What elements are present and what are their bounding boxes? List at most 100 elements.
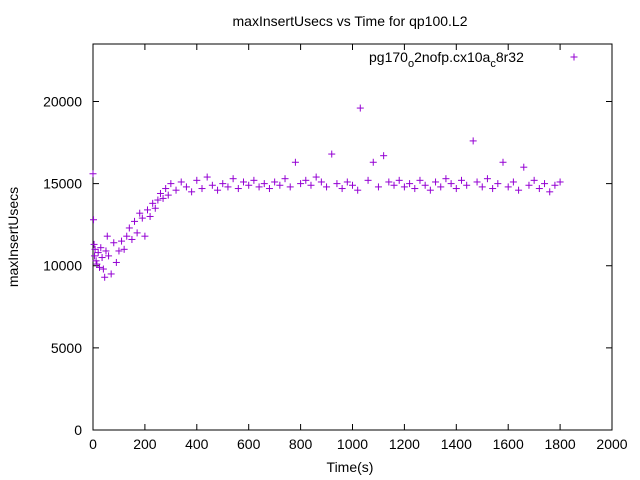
y-axis: 0 5000 10000 15000 20000 (43, 93, 612, 438)
data-point (530, 176, 538, 184)
data-point (426, 186, 434, 194)
x-axis-label: Time(s) (327, 459, 374, 475)
data-point (154, 196, 162, 204)
data-point (385, 178, 393, 186)
data-point (509, 178, 517, 186)
data-point (136, 209, 144, 217)
data-point (156, 189, 164, 197)
data-point (457, 176, 465, 184)
data-point (333, 180, 341, 188)
y-tick-label: 0 (74, 422, 82, 438)
legend-label-part: pg170 (369, 49, 408, 65)
data-point (276, 181, 284, 189)
data-point (307, 181, 315, 189)
data-point (90, 240, 98, 248)
data-point (118, 237, 126, 245)
data-point (551, 181, 559, 189)
data-point (94, 249, 102, 257)
data-point (317, 178, 325, 186)
data-point (421, 181, 429, 189)
data-point (328, 150, 336, 158)
x-tick-label: 1800 (545, 436, 576, 452)
data-point (442, 175, 450, 183)
data-point (234, 185, 242, 193)
y-tick-label: 10000 (43, 258, 82, 274)
x-tick-label: 200 (133, 436, 157, 452)
data-point (125, 224, 133, 232)
data-point (229, 175, 237, 183)
data-point (107, 270, 115, 278)
data-point (452, 185, 460, 193)
x-tick-label: 1200 (389, 436, 420, 452)
chart-title: maxInsertUsecs vs Time for qp100.L2 (233, 13, 468, 29)
data-point (535, 185, 543, 193)
data-point (219, 180, 227, 188)
data-point (297, 180, 305, 188)
data-point (167, 180, 175, 188)
data-point (91, 252, 99, 260)
data-point (406, 180, 414, 188)
data-point (546, 188, 554, 196)
legend-label-part: 8r32 (496, 49, 524, 65)
x-tick-label: 800 (289, 436, 313, 452)
data-point (250, 176, 258, 184)
data-point (416, 176, 424, 184)
data-point (411, 185, 419, 193)
data-point (203, 173, 211, 181)
data-point (89, 170, 97, 178)
x-tick-label: 1600 (493, 436, 524, 452)
data-point (478, 183, 486, 191)
y-tick-label: 5000 (51, 340, 82, 356)
data-point (120, 245, 128, 253)
data-point (208, 181, 216, 189)
data-point (131, 217, 139, 225)
data-point (128, 235, 136, 243)
data-point (99, 265, 107, 273)
data-point (483, 175, 491, 183)
data-point (138, 214, 146, 222)
legend-label-part: 2nofp.cx10a (414, 49, 490, 65)
data-point (193, 176, 201, 184)
data-point (146, 212, 154, 220)
data-point (151, 204, 159, 212)
data-point (101, 273, 109, 281)
data-point (97, 244, 105, 252)
data-point (265, 185, 273, 193)
data-point (489, 185, 497, 193)
data-point (349, 181, 356, 189)
data-point (432, 178, 440, 186)
x-tick-label: 2000 (596, 436, 627, 452)
legend-marker-plus-shape (570, 53, 578, 61)
data-point (541, 180, 549, 188)
data-point (164, 191, 172, 199)
legend: pg170o2nofp.cx10ac8r32 (369, 49, 578, 70)
data-point (520, 163, 528, 171)
data-point (525, 181, 533, 189)
data-point (281, 175, 289, 183)
data-point (323, 183, 331, 191)
data-point (390, 181, 398, 189)
x-tick-label: 0 (89, 436, 97, 452)
data-point (364, 176, 372, 184)
data-point (271, 178, 279, 186)
data-point (504, 183, 512, 191)
data-point (400, 183, 408, 191)
data-point (102, 247, 110, 255)
data-point (463, 181, 471, 189)
x-tick-label: 400 (185, 436, 209, 452)
legend-marker-plus (570, 53, 578, 61)
data-point (98, 254, 106, 262)
data-point (91, 245, 99, 253)
data-point (447, 180, 455, 188)
data-point (182, 183, 190, 191)
data-point (141, 232, 149, 240)
data-point (112, 258, 120, 266)
data-point (245, 181, 253, 189)
y-axis-label: maxInsertUsecs (5, 187, 21, 287)
data-point (214, 186, 222, 194)
data-point (354, 186, 362, 194)
data-point (133, 229, 141, 237)
data-point (291, 158, 299, 166)
data-point (224, 183, 232, 191)
x-axis: 0 200 400 600 800 1000 1200 1400 1600 1800 2000 (89, 44, 628, 452)
